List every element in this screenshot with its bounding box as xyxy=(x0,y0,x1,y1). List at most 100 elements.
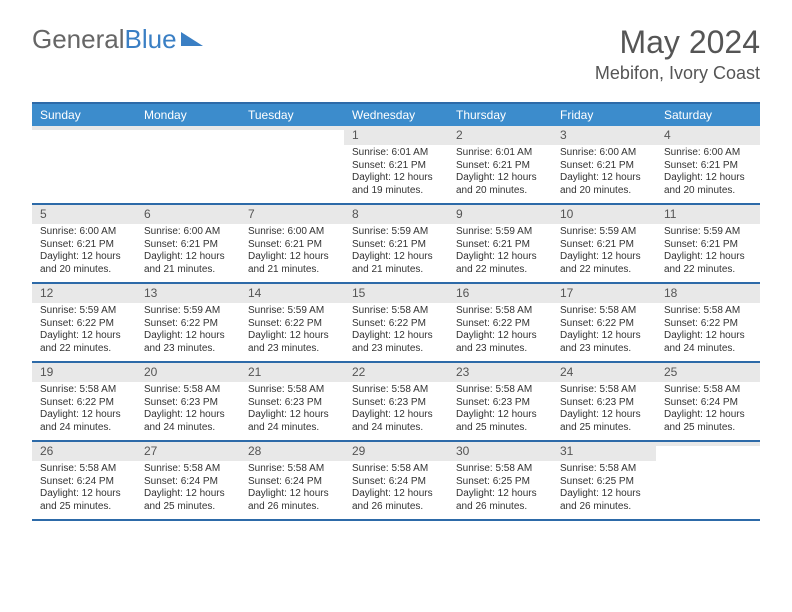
day-detail: Sunrise: 6:01 AMSunset: 6:21 PMDaylight:… xyxy=(344,145,448,203)
day-number: 23 xyxy=(448,363,552,382)
day-header: Thursday xyxy=(448,104,552,126)
day-header-row: SundayMondayTuesdayWednesdayThursdayFrid… xyxy=(32,104,760,126)
day-cell: 23Sunrise: 5:58 AMSunset: 6:23 PMDayligh… xyxy=(448,363,552,440)
sunset-text: Sunset: 6:22 PM xyxy=(560,318,648,331)
daylight-text: Daylight: 12 hours and 21 minutes. xyxy=(144,251,232,276)
sunrise-text: Sunrise: 5:58 AM xyxy=(40,384,128,397)
sunset-text: Sunset: 6:24 PM xyxy=(664,397,752,410)
day-header: Wednesday xyxy=(344,104,448,126)
daylight-text: Daylight: 12 hours and 22 minutes. xyxy=(560,251,648,276)
day-cell: 12Sunrise: 5:59 AMSunset: 6:22 PMDayligh… xyxy=(32,284,136,361)
day-number: 21 xyxy=(240,363,344,382)
day-detail: Sunrise: 6:00 AMSunset: 6:21 PMDaylight:… xyxy=(32,224,136,282)
daylight-text: Daylight: 12 hours and 24 minutes. xyxy=(352,409,440,434)
sunset-text: Sunset: 6:23 PM xyxy=(144,397,232,410)
day-detail: Sunrise: 5:58 AMSunset: 6:24 PMDaylight:… xyxy=(32,461,136,519)
sunset-text: Sunset: 6:23 PM xyxy=(456,397,544,410)
sunset-text: Sunset: 6:21 PM xyxy=(664,160,752,173)
day-detail: Sunrise: 5:58 AMSunset: 6:23 PMDaylight:… xyxy=(344,382,448,440)
day-cell xyxy=(32,126,136,203)
day-detail: Sunrise: 5:59 AMSunset: 6:21 PMDaylight:… xyxy=(448,224,552,282)
day-number: 16 xyxy=(448,284,552,303)
weeks-container: 1Sunrise: 6:01 AMSunset: 6:21 PMDaylight… xyxy=(32,126,760,521)
sunrise-text: Sunrise: 5:58 AM xyxy=(352,463,440,476)
day-detail: Sunrise: 5:59 AMSunset: 6:22 PMDaylight:… xyxy=(32,303,136,361)
sunrise-text: Sunrise: 5:58 AM xyxy=(144,463,232,476)
sunrise-text: Sunrise: 5:58 AM xyxy=(40,463,128,476)
sunset-text: Sunset: 6:22 PM xyxy=(144,318,232,331)
day-cell: 31Sunrise: 5:58 AMSunset: 6:25 PMDayligh… xyxy=(552,442,656,519)
sunset-text: Sunset: 6:24 PM xyxy=(40,476,128,489)
day-cell: 1Sunrise: 6:01 AMSunset: 6:21 PMDaylight… xyxy=(344,126,448,203)
daylight-text: Daylight: 12 hours and 21 minutes. xyxy=(352,251,440,276)
day-detail: Sunrise: 5:59 AMSunset: 6:21 PMDaylight:… xyxy=(552,224,656,282)
day-detail: Sunrise: 6:00 AMSunset: 6:21 PMDaylight:… xyxy=(656,145,760,203)
day-cell: 19Sunrise: 5:58 AMSunset: 6:22 PMDayligh… xyxy=(32,363,136,440)
day-number: 13 xyxy=(136,284,240,303)
day-number: 2 xyxy=(448,126,552,145)
day-number: 11 xyxy=(656,205,760,224)
day-cell: 26Sunrise: 5:58 AMSunset: 6:24 PMDayligh… xyxy=(32,442,136,519)
sunrise-text: Sunrise: 6:01 AM xyxy=(352,147,440,160)
daylight-text: Daylight: 12 hours and 22 minutes. xyxy=(664,251,752,276)
day-number: 22 xyxy=(344,363,448,382)
sunrise-text: Sunrise: 6:00 AM xyxy=(664,147,752,160)
day-number: 1 xyxy=(344,126,448,145)
day-cell: 10Sunrise: 5:59 AMSunset: 6:21 PMDayligh… xyxy=(552,205,656,282)
sunrise-text: Sunrise: 5:59 AM xyxy=(560,226,648,239)
sunrise-text: Sunrise: 5:59 AM xyxy=(664,226,752,239)
logo-text-1: General xyxy=(32,24,125,55)
day-number: 4 xyxy=(656,126,760,145)
daylight-text: Daylight: 12 hours and 20 minutes. xyxy=(40,251,128,276)
sunrise-text: Sunrise: 6:00 AM xyxy=(248,226,336,239)
day-detail xyxy=(32,130,136,188)
day-detail: Sunrise: 5:59 AMSunset: 6:22 PMDaylight:… xyxy=(240,303,344,361)
sunset-text: Sunset: 6:21 PM xyxy=(144,239,232,252)
day-cell: 6 Sunrise: 6:00 AMSunset: 6:21 PMDaylight… xyxy=(136,205,240,282)
sunrise-text: Sunrise: 5:59 AM xyxy=(248,305,336,318)
day-detail: Sunrise: 5:58 AMSunset: 6:24 PMDaylight:… xyxy=(656,382,760,440)
sunrise-text: Sunrise: 6:00 AM xyxy=(144,226,232,239)
sunset-text: Sunset: 6:22 PM xyxy=(248,318,336,331)
day-cell: 2Sunrise: 6:01 AMSunset: 6:21 PMDaylight… xyxy=(448,126,552,203)
daylight-text: Daylight: 12 hours and 23 minutes. xyxy=(560,330,648,355)
day-detail: Sunrise: 5:58 AMSunset: 6:22 PMDaylight:… xyxy=(448,303,552,361)
day-detail: Sunrise: 5:58 AMSunset: 6:25 PMDaylight:… xyxy=(552,461,656,519)
daylight-text: Daylight: 12 hours and 26 minutes. xyxy=(456,488,544,513)
sunset-text: Sunset: 6:21 PM xyxy=(40,239,128,252)
sunrise-text: Sunrise: 6:01 AM xyxy=(456,147,544,160)
sunrise-text: Sunrise: 5:58 AM xyxy=(352,305,440,318)
day-cell: 21Sunrise: 5:58 AMSunset: 6:23 PMDayligh… xyxy=(240,363,344,440)
day-number: 6 xyxy=(136,205,240,224)
daylight-text: Daylight: 12 hours and 26 minutes. xyxy=(248,488,336,513)
day-cell: 13Sunrise: 5:59 AMSunset: 6:22 PMDayligh… xyxy=(136,284,240,361)
daylight-text: Daylight: 12 hours and 24 minutes. xyxy=(40,409,128,434)
daylight-text: Daylight: 12 hours and 20 minutes. xyxy=(560,172,648,197)
day-number: 28 xyxy=(240,442,344,461)
day-number: 9 xyxy=(448,205,552,224)
sunset-text: Sunset: 6:25 PM xyxy=(456,476,544,489)
day-header: Sunday xyxy=(32,104,136,126)
day-cell: 5Sunrise: 6:00 AMSunset: 6:21 PMDaylight… xyxy=(32,205,136,282)
sunset-text: Sunset: 6:23 PM xyxy=(352,397,440,410)
day-header: Friday xyxy=(552,104,656,126)
sunrise-text: Sunrise: 5:58 AM xyxy=(456,305,544,318)
sunrise-text: Sunrise: 5:58 AM xyxy=(664,305,752,318)
day-number: 24 xyxy=(552,363,656,382)
sunset-text: Sunset: 6:23 PM xyxy=(560,397,648,410)
sunrise-text: Sunrise: 5:58 AM xyxy=(560,384,648,397)
location-subtitle: Mebifon, Ivory Coast xyxy=(595,63,760,84)
month-title: May 2024 xyxy=(595,24,760,61)
day-detail: Sunrise: 5:58 AMSunset: 6:22 PMDaylight:… xyxy=(656,303,760,361)
day-number: 30 xyxy=(448,442,552,461)
day-cell: 30Sunrise: 5:58 AMSunset: 6:25 PMDayligh… xyxy=(448,442,552,519)
sunrise-text: Sunrise: 5:59 AM xyxy=(456,226,544,239)
day-detail xyxy=(656,446,760,504)
daylight-text: Daylight: 12 hours and 25 minutes. xyxy=(560,409,648,434)
title-block: May 2024 Mebifon, Ivory Coast xyxy=(595,24,760,84)
sunrise-text: Sunrise: 5:58 AM xyxy=(248,463,336,476)
day-cell xyxy=(656,442,760,519)
day-detail: Sunrise: 6:00 AMSunset: 6:21 PMDaylight:… xyxy=(240,224,344,282)
day-number: 12 xyxy=(32,284,136,303)
sunrise-text: Sunrise: 5:58 AM xyxy=(352,384,440,397)
